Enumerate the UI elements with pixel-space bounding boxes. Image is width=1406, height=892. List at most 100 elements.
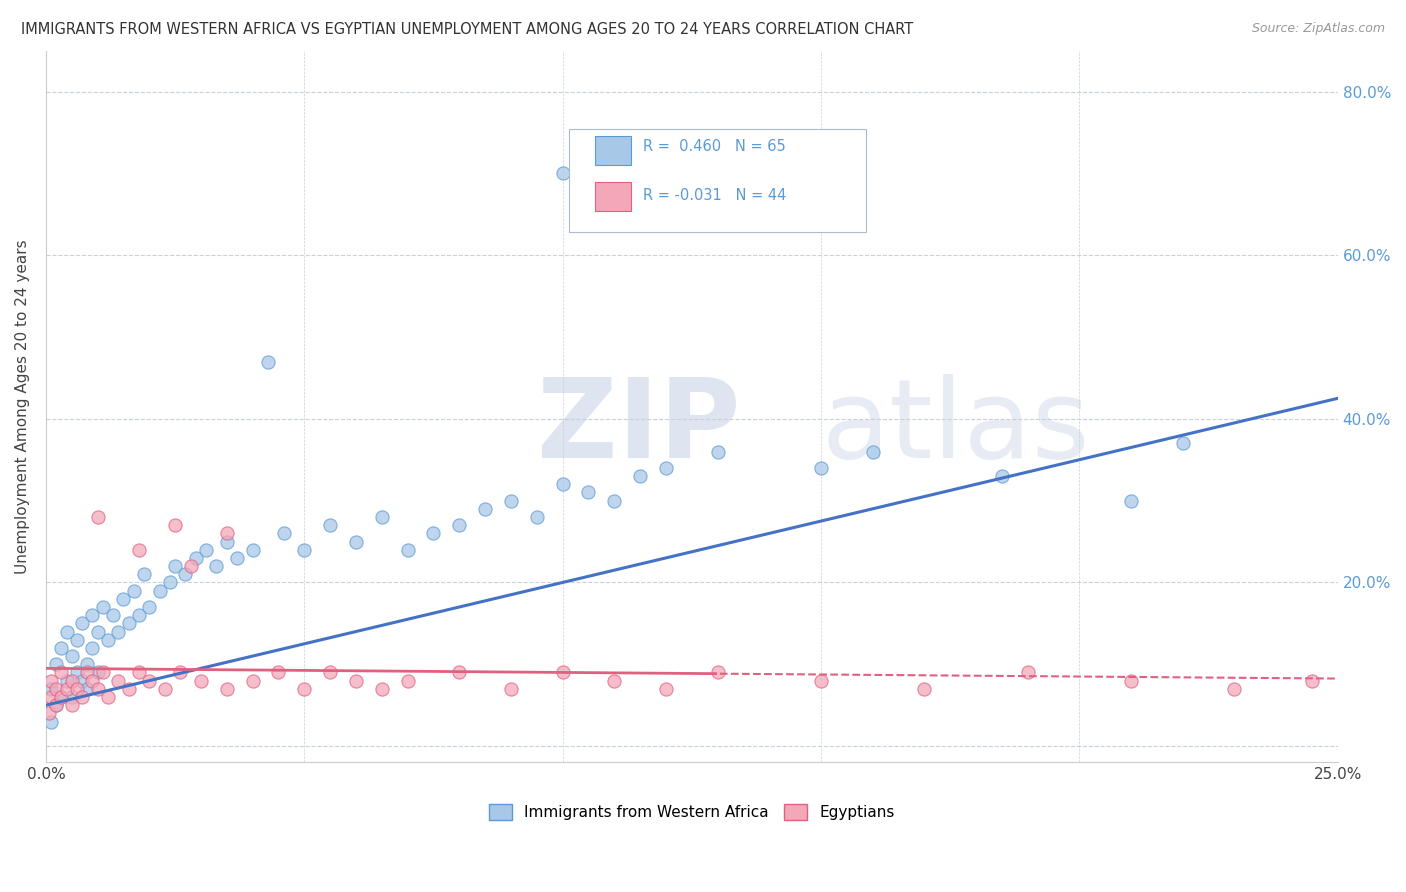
Bar (595, 136, 631, 164)
Point (292, 542, 315, 557)
Point (371, 681, 394, 696)
Point (45, 657, 67, 672)
Point (39, 714, 62, 729)
Point (165, 518, 187, 533)
Point (810, 461, 832, 475)
Point (267, 665, 290, 680)
Point (76, 681, 98, 696)
Point (91, 665, 114, 680)
Point (371, 510, 394, 524)
Y-axis label: Unemployment Among Ages 20 to 24 years: Unemployment Among Ages 20 to 24 years (15, 239, 30, 574)
Legend: Immigrants from Western Africa, Egyptians: Immigrants from Western Africa, Egyptian… (482, 797, 901, 826)
Point (242, 673, 264, 688)
Point (422, 526, 444, 541)
Point (862, 444, 884, 458)
Point (180, 559, 202, 574)
Point (138, 599, 160, 614)
Point (1119, 493, 1142, 508)
Point (174, 567, 197, 582)
Point (551, 477, 574, 491)
Point (215, 534, 238, 549)
Point (344, 673, 367, 688)
Point (628, 469, 651, 483)
Point (195, 542, 218, 557)
Point (66, 665, 89, 680)
Point (55, 681, 77, 696)
Point (66, 632, 89, 647)
Point (396, 542, 419, 557)
Point (149, 583, 172, 598)
Point (655, 681, 678, 696)
Point (319, 665, 342, 680)
Point (76, 657, 98, 672)
Point (706, 444, 728, 458)
Point (706, 665, 728, 680)
Point (60, 698, 83, 713)
Point (215, 526, 238, 541)
Point (128, 542, 150, 557)
Point (70, 616, 93, 631)
Point (396, 673, 419, 688)
Point (112, 591, 135, 606)
Point (91, 599, 114, 614)
Point (70, 690, 93, 704)
Point (117, 681, 139, 696)
FancyBboxPatch shape (569, 129, 866, 232)
Point (1171, 436, 1194, 450)
Text: R = -0.031   N = 44: R = -0.031 N = 44 (643, 187, 786, 202)
Point (551, 166, 574, 180)
Point (51, 690, 73, 704)
Point (603, 493, 626, 508)
Point (912, 681, 935, 696)
Text: Source: ZipAtlas.com: Source: ZipAtlas.com (1251, 22, 1385, 36)
Point (66, 681, 89, 696)
Point (526, 510, 548, 524)
Point (60, 649, 83, 664)
Point (153, 681, 176, 696)
Point (449, 518, 471, 533)
Point (128, 608, 150, 623)
Point (205, 559, 228, 574)
Point (55, 624, 77, 639)
Point (190, 673, 212, 688)
Point (319, 518, 342, 533)
Point (39, 681, 62, 696)
Point (128, 665, 150, 680)
Point (45, 681, 67, 696)
Point (60, 690, 83, 704)
Point (107, 673, 129, 688)
Point (86, 510, 108, 524)
Text: R =  0.460   N = 65: R = 0.460 N = 65 (643, 139, 786, 154)
Point (1301, 673, 1323, 688)
Point (551, 665, 574, 680)
Point (39, 673, 62, 688)
Point (38, 706, 60, 721)
Point (292, 681, 315, 696)
Point (117, 616, 139, 631)
Point (70, 673, 93, 688)
Bar (595, 182, 631, 211)
Point (86, 665, 108, 680)
Point (257, 354, 280, 368)
Point (82, 608, 104, 623)
Point (499, 681, 522, 696)
Point (76, 665, 98, 680)
Point (1119, 673, 1142, 688)
Text: ZIP: ZIP (537, 375, 740, 482)
Point (184, 550, 207, 565)
Point (51, 640, 73, 655)
Point (578, 485, 600, 500)
Point (344, 534, 367, 549)
Point (39, 690, 62, 704)
Text: IMMIGRANTS FROM WESTERN AFRICA VS EGYPTIAN UNEMPLOYMENT AMONG AGES 20 TO 24 YEAR: IMMIGRANTS FROM WESTERN AFRICA VS EGYPTI… (21, 22, 914, 37)
Point (242, 542, 264, 557)
Point (1223, 681, 1246, 696)
Point (82, 640, 104, 655)
Point (273, 526, 295, 541)
Point (134, 567, 156, 582)
Point (101, 608, 124, 623)
Point (138, 673, 160, 688)
Point (82, 673, 104, 688)
Point (122, 583, 145, 598)
Point (55, 673, 77, 688)
